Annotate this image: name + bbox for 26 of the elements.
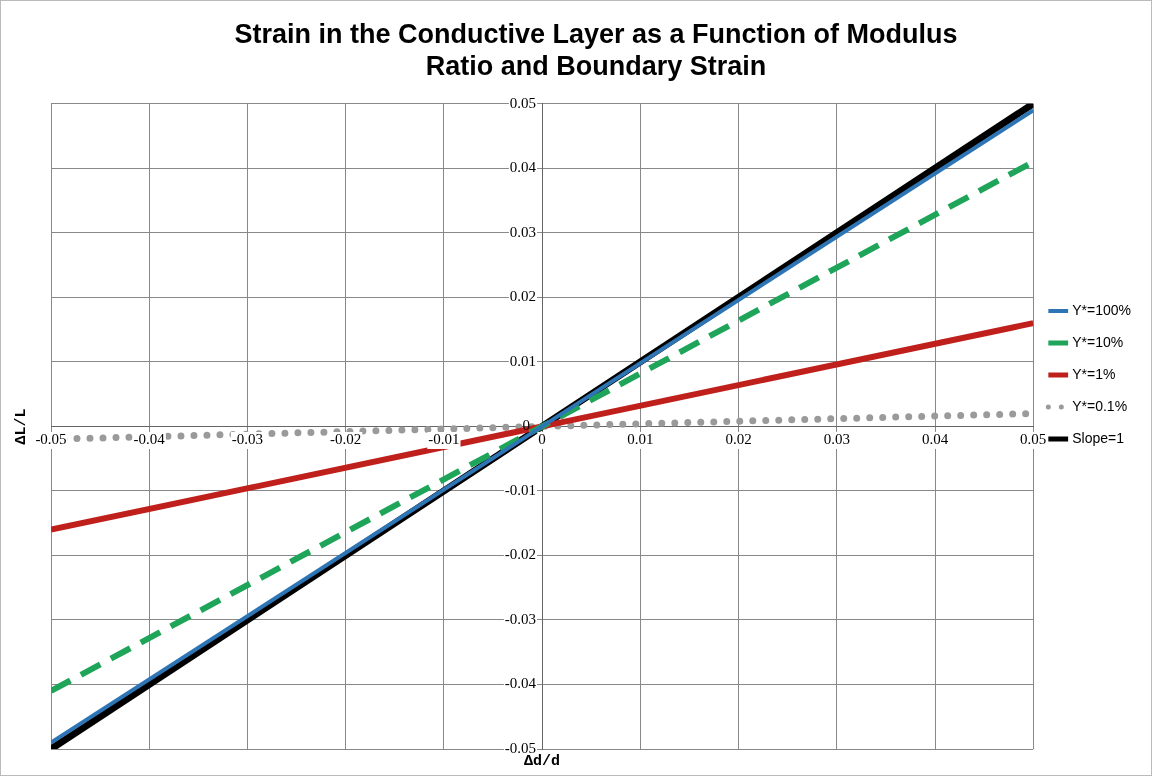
x-tick-label: 0.05	[1020, 431, 1047, 448]
y-tick-label: -0.01	[504, 481, 537, 498]
y-tick-label: -0.02	[504, 546, 537, 563]
chart-title: Strain in the Conductive Layer as a Function of Modulus Ratio and Boundary Strain	[234, 18, 958, 82]
x-tick-label: 0.02	[725, 431, 752, 448]
legend-label: Slope=1	[1072, 429, 1125, 446]
x-tick-label: -0.04	[133, 431, 166, 448]
y-tick-label: 0.05	[509, 94, 537, 111]
y-tick-label: 0.03	[509, 223, 537, 240]
legend-label: Y*=1%	[1072, 365, 1116, 382]
y-tick-label: -0.03	[504, 610, 537, 627]
y-tick-label: -0.04	[504, 675, 537, 692]
y-tick-label: -0.05	[504, 739, 537, 756]
x-tick-label: -0.02	[330, 431, 362, 448]
x-tick-label: -0.01	[428, 431, 460, 448]
x-tick-label: 0.04	[921, 431, 949, 448]
legend-label: Y*=0.1%	[1072, 397, 1128, 414]
y-tick-label: 0.04	[509, 159, 537, 176]
legend-label: Y*=10%	[1072, 333, 1124, 350]
y-axis-title: ΔL/L	[12, 408, 30, 445]
y-tick-label: 0.01	[509, 352, 537, 369]
y-tick-label: 0.02	[509, 288, 537, 305]
x-tick-label: -0.03	[231, 431, 264, 448]
legend-label: Y*=100%	[1072, 301, 1132, 318]
x-tick-label: 0.01	[627, 431, 654, 448]
x-tick-label: 0.03	[823, 431, 850, 448]
